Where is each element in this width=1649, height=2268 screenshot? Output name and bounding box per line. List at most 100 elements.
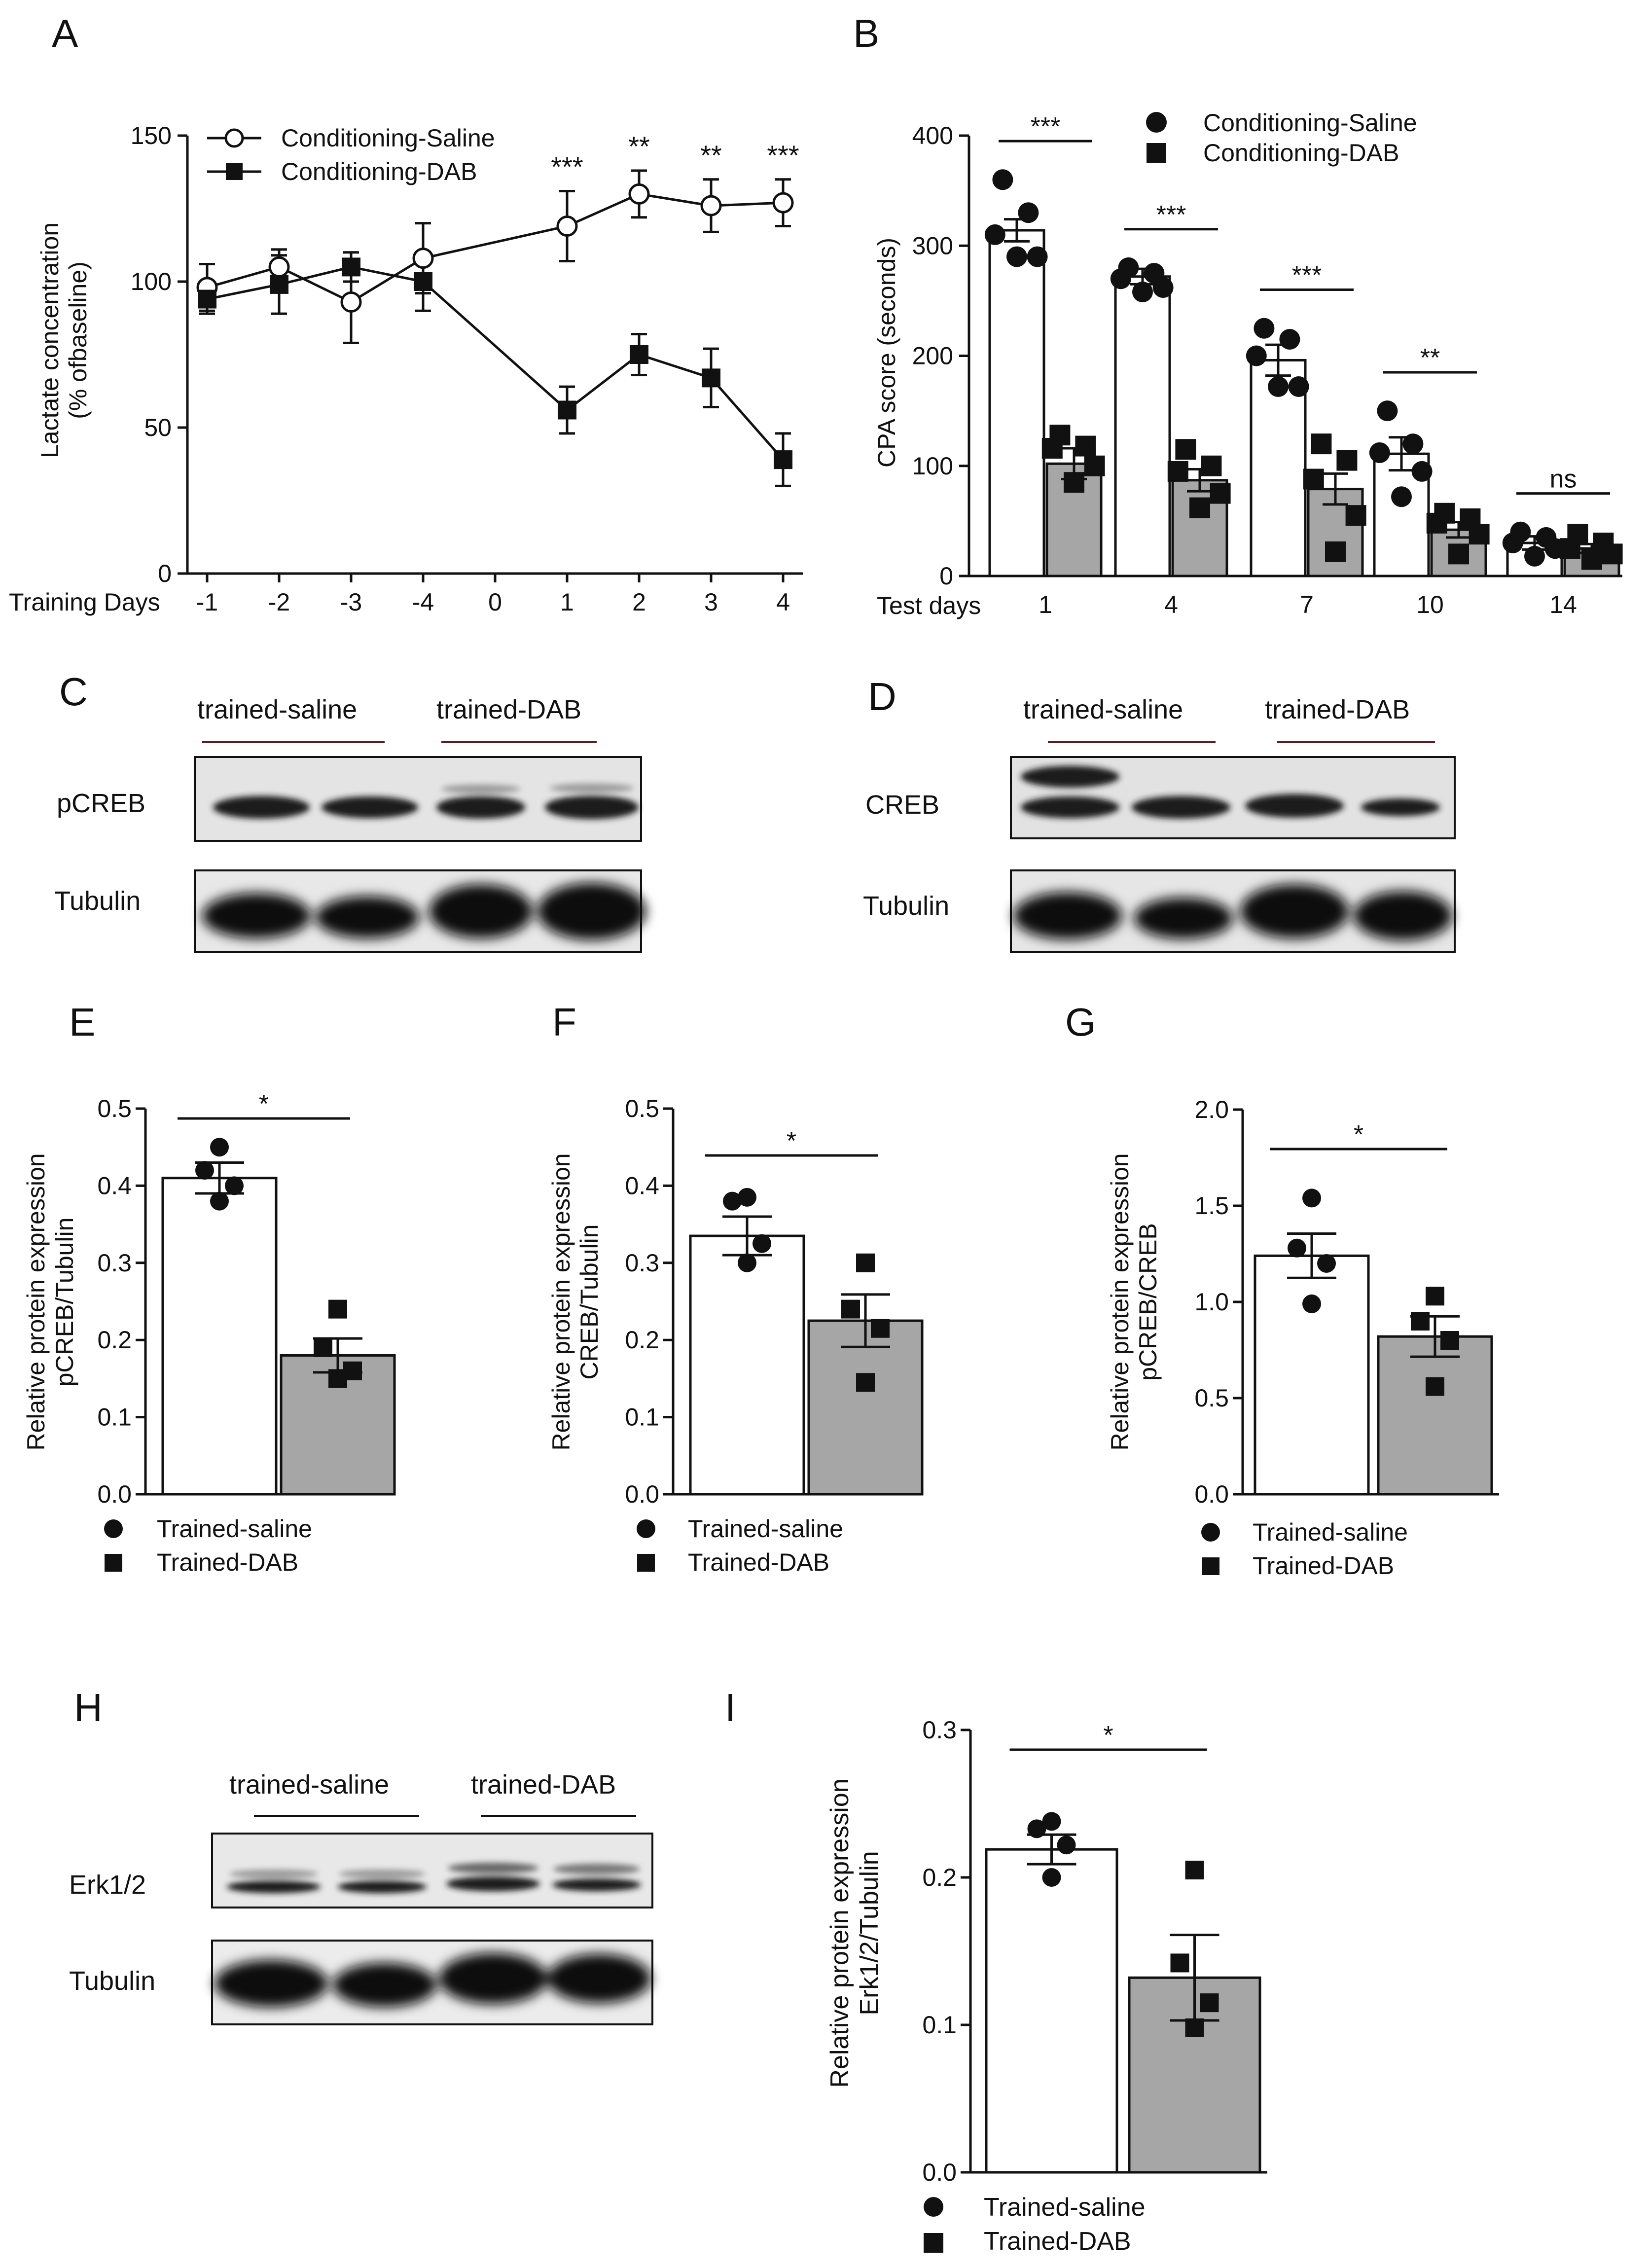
- chart-a-ytick-label: 50: [144, 414, 172, 441]
- chart-b-point: [1132, 282, 1153, 303]
- blot-c-group-saline: trained-saline: [197, 695, 357, 724]
- chart-f-ylabel-line1: Relative protein expression: [547, 1153, 575, 1450]
- chart-f-bar: [689, 1234, 805, 1496]
- blot-h-group-dab: trained-DAB: [471, 1770, 616, 1800]
- chart-a-xtick-label: 0: [488, 588, 502, 616]
- chart-b-point: [1254, 318, 1275, 339]
- chart-i-point: [1185, 2018, 1204, 2037]
- chart-i-ytick-label: 0.3: [922, 1716, 957, 1744]
- chart-i-legend-dab: Trained-DAB: [984, 2227, 1131, 2256]
- chart-b-point: [1175, 439, 1196, 460]
- chart-g-ytick-label: 0.0: [1194, 1480, 1229, 1508]
- chart-f-point: [841, 1299, 860, 1319]
- chart-f-ytick-label: 0.1: [625, 1404, 659, 1431]
- chart-b-point: [1167, 461, 1188, 482]
- chart-b: 0 100 200 300 400 1 *** 4 *** 7 *** 10 ** 14 ns CPA sc…: [873, 109, 1623, 619]
- chart-a-point: [558, 400, 576, 420]
- chart-e-significance: *: [259, 1090, 269, 1118]
- chart-a-point: [414, 272, 432, 291]
- chart-e-legend-dab: Trained-DAB: [157, 1548, 298, 1576]
- chart-i-legend-saline: Trained-saline: [984, 2193, 1146, 2222]
- chart-e-point: [225, 1176, 244, 1195]
- chart-f-ytick-label: 0.2: [625, 1326, 659, 1354]
- chart-b-xtick-label: 4: [1164, 591, 1178, 618]
- chart-b-point: [984, 224, 1005, 245]
- chart-g-ytick-label: 0.5: [1194, 1384, 1229, 1412]
- chart-a-point: [772, 192, 794, 214]
- legend-filled-square-icon: [637, 1554, 655, 1572]
- chart-b-marks: 0 100 200 300 400 1 *** 4 *** 7 *** 10 ** 14 ns: [912, 112, 1623, 618]
- chart-e: 0.0 0.1 0.2 0.3 0.4 0.5 * Relative protein exp…: [22, 1090, 396, 1576]
- chart-b-point: [1502, 533, 1523, 554]
- chart-a-ytick-label: 150: [131, 122, 172, 149]
- blot-h-row-tubulin: Tubulin: [69, 1966, 155, 1996]
- legend-filled-square-icon: [1147, 143, 1166, 163]
- chart-f-marks: 0.0 0.1 0.2 0.3 0.4 0.5 *: [625, 1095, 924, 1508]
- chart-b-point: [1084, 455, 1105, 476]
- chart-a-point: [198, 289, 216, 309]
- chart-b-point: [1027, 246, 1048, 267]
- chart-e-ylabel-line1: Relative protein expression: [22, 1153, 50, 1450]
- chart-b-point: [1041, 438, 1063, 459]
- chart-e-point: [328, 1369, 347, 1388]
- chart-b-point: [1246, 345, 1267, 366]
- chart-i-point: [1027, 1819, 1046, 1838]
- chart-b-point: [1064, 472, 1084, 493]
- chart-b-point: [1369, 442, 1390, 463]
- chart-g: 0.0 0.5 1.0 1.5 2.0 * Relative protein expres…: [1106, 1096, 1499, 1580]
- blot-c-group-dab: trained-DAB: [436, 695, 581, 724]
- blot-c-row-tubulin: Tubulin: [54, 886, 141, 916]
- chart-a-point: [270, 275, 288, 294]
- chart-b-point: [1336, 450, 1358, 471]
- chart-b-point: [1006, 246, 1027, 267]
- chart-b-point: [1448, 543, 1469, 565]
- chart-b-point: [1377, 400, 1398, 422]
- chart-f-ylabel-line2: CREB/Tubulin: [575, 1224, 603, 1380]
- chart-b-legend-dab: Conditioning-DAB: [1203, 139, 1399, 167]
- chart-g-marks: 0.0 0.5 1.0 1.5 2.0 *: [1194, 1096, 1499, 1508]
- chart-b-point: [1426, 512, 1447, 534]
- chart-a-significance: ***: [551, 151, 583, 182]
- chart-a-point: [412, 248, 434, 269]
- chart-b-point: [1152, 277, 1174, 298]
- chart-a-xtick-label: -3: [340, 588, 362, 616]
- chart-i-significance: *: [1103, 1721, 1113, 1750]
- chart-e-ytick-label: 0.1: [97, 1404, 132, 1431]
- chart-e-ytick-label: 0.2: [97, 1326, 132, 1354]
- chart-b-point: [1201, 455, 1222, 476]
- chart-i-point: [1057, 1836, 1076, 1855]
- chart-b-xtick-label: 1: [1039, 591, 1052, 618]
- chart-b-bar: [1114, 275, 1171, 577]
- chart-b-point: [1018, 202, 1039, 223]
- legend-filled-circle-icon: [104, 1519, 123, 1538]
- chart-a-legend-dab: Conditioning-DAB: [281, 158, 477, 185]
- chart-a-series-line-1: [207, 265, 784, 461]
- chart-g-ytick-label: 1.5: [1194, 1192, 1229, 1220]
- chart-e-bar: [161, 1177, 278, 1496]
- chart-b-point: [1345, 505, 1366, 526]
- chart-f-ytick-label: 0.3: [625, 1249, 659, 1277]
- legend-filled-square-icon: [105, 1554, 122, 1572]
- legend-filled-circle-icon: [1146, 112, 1167, 133]
- chart-i-point: [1042, 1812, 1061, 1831]
- chart-b-bar: [988, 229, 1045, 577]
- chart-e-point: [195, 1161, 214, 1180]
- legend-filled-square-icon: [1202, 1557, 1219, 1575]
- chart-a-point: [628, 183, 650, 205]
- chart-e-ytick-label: 0.5: [97, 1095, 132, 1122]
- blot-c: trained-saline trained-DAB pCREB Tubulin: [54, 695, 646, 953]
- chart-g-ytick-label: 2.0: [1194, 1096, 1229, 1123]
- chart-a-legend-saline: Conditioning-Saline: [281, 124, 495, 152]
- chart-b-point: [1391, 486, 1412, 507]
- chart-a-legend: Conditioning-Saline Conditioning-DAB: [207, 124, 495, 185]
- chart-f-point: [753, 1234, 771, 1253]
- panel-label-d: D: [868, 675, 896, 719]
- chart-b-significance: ns: [1550, 465, 1577, 494]
- chart-b-point: [1411, 461, 1433, 482]
- legend-filled-circle-icon: [924, 2197, 943, 2217]
- chart-b-point: [1469, 524, 1490, 545]
- chart-b-ylabel: CPA score (seconds): [873, 238, 900, 468]
- blot-d-group-dab: trained-DAB: [1265, 695, 1410, 724]
